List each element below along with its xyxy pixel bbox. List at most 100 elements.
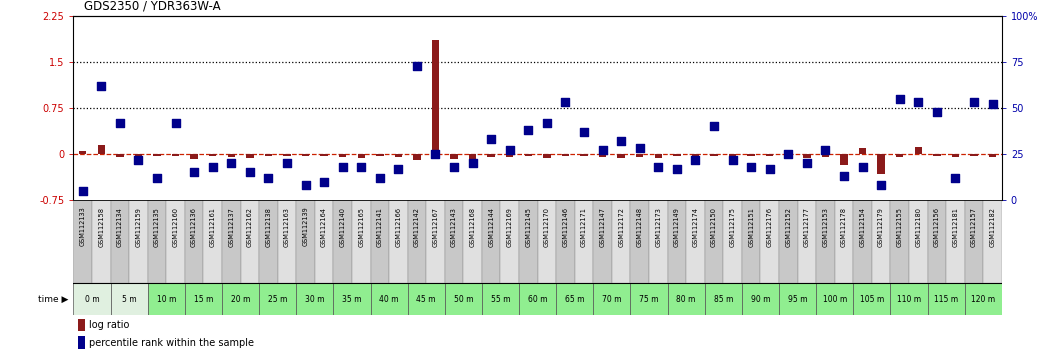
Bar: [283, 154, 291, 156]
Bar: [908, 200, 927, 283]
Text: 25 m: 25 m: [267, 295, 287, 304]
Text: 95 m: 95 m: [788, 295, 808, 304]
Bar: [351, 200, 370, 283]
Point: [817, 148, 834, 153]
Text: GSM112172: GSM112172: [618, 207, 624, 247]
Bar: [766, 154, 773, 156]
Point: [111, 120, 128, 126]
Bar: [599, 154, 606, 157]
Bar: [891, 200, 908, 283]
Bar: [859, 148, 866, 154]
Text: 120 m: 120 m: [971, 295, 996, 304]
Bar: [185, 283, 222, 315]
Text: 35 m: 35 m: [342, 295, 362, 304]
Text: GSM112154: GSM112154: [859, 207, 865, 247]
Bar: [748, 154, 755, 156]
Bar: [110, 283, 148, 315]
Bar: [779, 283, 816, 315]
Text: GSM112149: GSM112149: [673, 207, 680, 246]
Text: 115 m: 115 m: [934, 295, 958, 304]
Bar: [408, 200, 426, 283]
Point: [576, 129, 593, 135]
Bar: [500, 200, 519, 283]
Bar: [556, 200, 575, 283]
Bar: [370, 283, 408, 315]
Bar: [296, 200, 315, 283]
Text: 40 m: 40 m: [380, 295, 399, 304]
Text: GSM112139: GSM112139: [302, 207, 308, 246]
Bar: [785, 154, 792, 157]
Point: [631, 145, 648, 151]
Bar: [110, 200, 129, 283]
Text: 85 m: 85 m: [713, 295, 733, 304]
Point: [74, 188, 91, 194]
Point: [947, 175, 964, 181]
Bar: [804, 154, 811, 158]
Text: GSM112138: GSM112138: [265, 207, 272, 246]
Point: [390, 166, 407, 172]
Bar: [989, 154, 997, 157]
Bar: [742, 200, 761, 283]
Bar: [934, 154, 941, 156]
Text: 5 m: 5 m: [122, 295, 136, 304]
Bar: [965, 283, 1002, 315]
Text: 75 m: 75 m: [639, 295, 659, 304]
Bar: [134, 154, 142, 158]
Text: 15 m: 15 m: [194, 295, 213, 304]
Bar: [247, 154, 254, 158]
Bar: [334, 283, 370, 315]
Point: [427, 151, 444, 157]
Point: [854, 164, 871, 170]
Text: 60 m: 60 m: [528, 295, 548, 304]
Bar: [853, 200, 872, 283]
Bar: [872, 200, 891, 283]
Point: [222, 160, 239, 166]
Point: [260, 175, 277, 181]
Bar: [426, 200, 445, 283]
Text: GSM112150: GSM112150: [711, 207, 718, 247]
Bar: [481, 200, 500, 283]
Text: GSM112133: GSM112133: [80, 207, 86, 246]
Bar: [204, 200, 222, 283]
Text: GSM112170: GSM112170: [543, 207, 550, 247]
Bar: [370, 200, 389, 283]
Bar: [915, 147, 922, 154]
Bar: [172, 154, 179, 156]
Text: GSM112144: GSM112144: [488, 207, 494, 247]
Bar: [73, 283, 110, 315]
Bar: [445, 200, 464, 283]
Bar: [797, 200, 816, 283]
Bar: [594, 200, 612, 283]
Bar: [78, 336, 86, 349]
Bar: [519, 283, 556, 315]
Text: GSM112143: GSM112143: [451, 207, 457, 246]
Point: [984, 102, 1001, 107]
Bar: [742, 283, 779, 315]
Text: 80 m: 80 m: [677, 295, 695, 304]
Bar: [983, 200, 1002, 283]
Point: [130, 157, 147, 162]
Point: [371, 175, 388, 181]
Point: [836, 173, 853, 179]
Bar: [543, 154, 551, 158]
Bar: [315, 200, 334, 283]
Bar: [835, 200, 853, 283]
Text: GSM112135: GSM112135: [154, 207, 160, 246]
Bar: [116, 154, 124, 157]
Text: time ▶: time ▶: [38, 295, 68, 304]
Bar: [891, 283, 927, 315]
Bar: [686, 200, 705, 283]
Text: GSM112148: GSM112148: [637, 207, 643, 247]
Point: [706, 124, 723, 129]
Bar: [259, 200, 278, 283]
Point: [762, 166, 778, 172]
Text: GSM112163: GSM112163: [284, 207, 290, 246]
Bar: [821, 154, 829, 157]
Bar: [240, 200, 259, 283]
Text: GSM112136: GSM112136: [191, 207, 197, 246]
Bar: [228, 154, 235, 157]
Point: [650, 164, 667, 170]
Bar: [667, 283, 705, 315]
Bar: [761, 200, 779, 283]
Point: [594, 148, 611, 153]
